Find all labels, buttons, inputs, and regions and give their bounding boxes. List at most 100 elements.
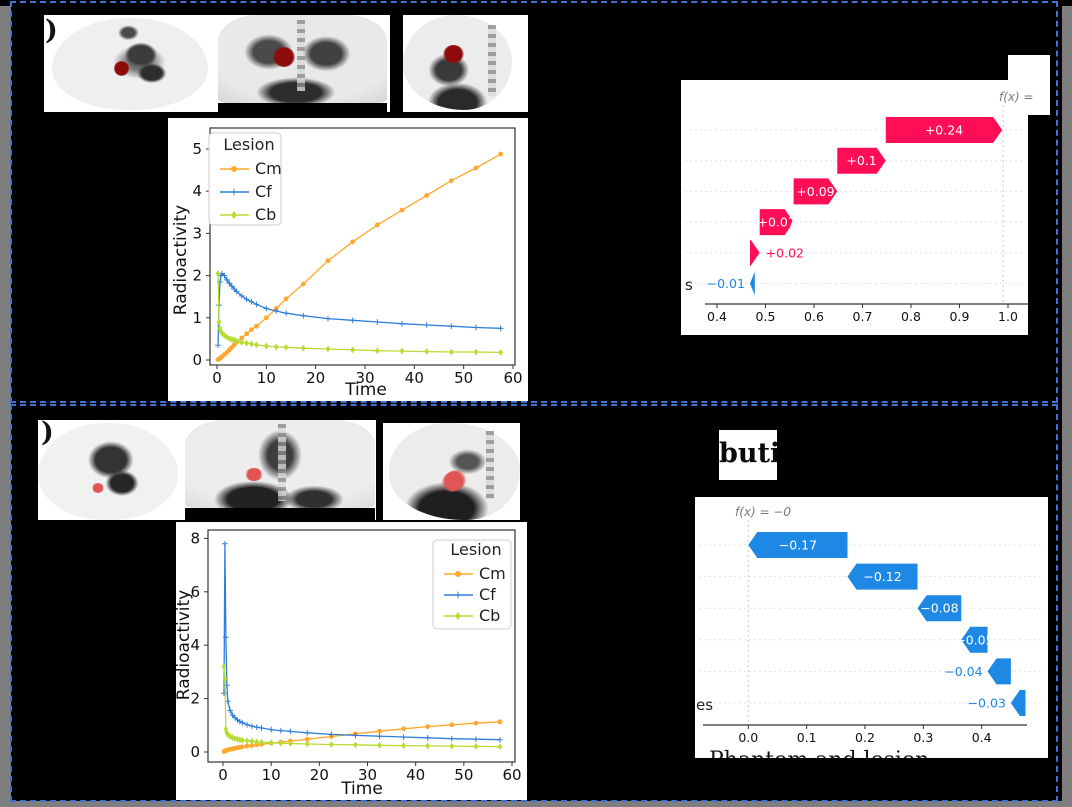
x-tick-label: 1.0: [998, 309, 1018, 324]
y-tick-label: 0: [190, 743, 200, 761]
shap-chart-a-container: +0.24 +0.1 +0.09 +0.07 +0.02 −0.01 0.4 0.5 0.6 0.…: [681, 80, 1034, 335]
heading-fragment-text: buting: [719, 438, 777, 469]
x-tick-label: 0.4: [707, 309, 727, 324]
x-tick-label: 0.5: [756, 309, 776, 324]
y-tick-label: 4: [190, 636, 200, 654]
pet-axial-b-image: [38, 423, 178, 520]
y-tick-label: 4: [192, 182, 202, 200]
shap-bar-value: +0.02: [766, 245, 804, 260]
image-black-bar-a: [218, 103, 387, 112]
series-markers-Cm: [221, 719, 503, 754]
x-tick-label: 0: [212, 369, 222, 387]
x-tick-label: 50: [454, 369, 473, 387]
window-frame-right: [1062, 6, 1072, 807]
x-tick-label: 60: [502, 766, 521, 784]
x-tick-label: 20: [310, 766, 329, 784]
pet-sagittal-b-image: [389, 423, 520, 520]
legend: Lesion Cm Cf Cb: [208, 132, 282, 226]
shap-bar: [917, 595, 962, 622]
shap-bar-value: −0.01: [707, 276, 745, 291]
shap-bar: [837, 147, 886, 174]
axes-frame: [207, 529, 516, 763]
shap-waterfall-a: +0.24 +0.1 +0.09 +0.07 +0.02 −0.01 0.4 0.5 0.6 0.…: [685, 90, 1034, 324]
pet-sagittal-a-image: [403, 15, 512, 110]
axes-frame: [209, 127, 516, 366]
caption-fragment-clip: Phantom and lesion: [709, 748, 1039, 758]
pet-axial-a-image: [52, 18, 208, 110]
shap-bar: [961, 626, 988, 653]
spine-column: [278, 423, 287, 501]
legend-title: Lesion: [450, 540, 501, 559]
feature-label-fragment: s: [685, 276, 693, 294]
lesion-marker-axial-a: [114, 61, 129, 76]
y-tick-label: 3: [192, 224, 202, 242]
x-tick-label: 0: [218, 766, 228, 784]
waterfall-plot-b: −0.17 −0.12 −0.08 −0.05 −0.04 −0.03 0.0 0.1 0.2 0…: [696, 505, 1042, 745]
spine-column: [297, 20, 306, 91]
pet-coronal-b-image: [185, 420, 375, 508]
legend-item-label: Cb: [255, 205, 276, 224]
pet-image-strip-b: ): [38, 417, 376, 520]
x-tick-label: 0.4: [972, 730, 992, 745]
x-tick-label: 0.7: [853, 309, 873, 324]
shap-waterfall-b: −0.17 −0.12 −0.08 −0.05 −0.04 −0.03 0.0 0.1 0.2 0…: [696, 505, 1042, 745]
legend-title: Lesion: [223, 135, 274, 154]
y-tick-label: 0: [192, 351, 202, 369]
panel-b-label: ): [41, 417, 54, 448]
heading-fragment-box: buting: [719, 430, 777, 480]
y-tick-label: 5: [192, 140, 202, 158]
pet-image-strip-a: ): [44, 15, 390, 112]
x-tick-label: 0.1: [797, 730, 817, 745]
x-tick-label: 0.8: [901, 309, 921, 324]
shap-bar: [847, 563, 918, 590]
y-tick-label: 1: [192, 309, 202, 327]
series-markers-Cb: [215, 270, 504, 356]
x-tick-label: 0.6: [804, 309, 824, 324]
shap-bar: [885, 117, 1003, 143]
spine-column: [485, 430, 494, 499]
legend: Lesion Cm Cf Cb: [432, 539, 512, 630]
shap-bar-value: −0.12: [863, 569, 901, 584]
tac-chart-a: 0 10 20 30 40 50 60 0 1 2 3 4 5 Time Radioactivity Lesi…: [171, 127, 523, 400]
shap-bar-value: +0.24: [925, 123, 963, 138]
shap-bar: [748, 532, 848, 558]
x-tick-label: 30: [358, 766, 377, 784]
y-tick-label: 8: [190, 529, 200, 547]
shap-bar-value: −0.05: [955, 632, 993, 647]
x-tick-label: 50: [454, 766, 473, 784]
shap-bar-value: −0.17: [779, 538, 817, 553]
shap-bar-value: +0.07: [757, 215, 795, 230]
shap-bar-value: +0.09: [796, 184, 834, 199]
y-axis-label: Radioactivity: [176, 590, 194, 700]
panel-a-label: ): [45, 15, 58, 46]
pet-image-strip-b-sagittal: [383, 423, 520, 520]
waterfall-plot-a: +0.24 +0.1 +0.09 +0.07 +0.02 −0.01 0.4 0.5 0.6 0.…: [685, 90, 1034, 324]
tac-chart-b-container: 0 10 20 30 40 50 60 0 2 4 6 8 Time Radioactivity Lesio…: [174, 522, 527, 800]
y-tick-label: 6: [190, 583, 200, 601]
x-tick-label: 0.9: [950, 309, 970, 324]
fx-label: f(x) = −0: [735, 505, 791, 519]
y-tick-label: 2: [190, 690, 200, 708]
shap-bar-value: −0.03: [968, 696, 1006, 711]
shap-bar: [1010, 690, 1026, 716]
x-tick-label: 60: [503, 369, 522, 387]
lesion-marker-coronal-a: [273, 47, 295, 67]
panel-a-selection-border[interactable]: [10, 1, 1058, 403]
x-tick-label: 40: [405, 369, 424, 387]
tac-plot-a: 0 10 20 30 40 50 60 0 1 2 3 4 5 Time Radioactivity: [171, 127, 523, 400]
series-markers-Cb: [221, 663, 503, 751]
legend-item-label: Cm: [479, 564, 506, 583]
shap-bar: [793, 178, 838, 205]
shap-bar: [749, 239, 760, 266]
tac-chart-a-container: 0 10 20 30 40 50 60 0 1 2 3 4 5 Time Radioactivity Lesi…: [168, 118, 528, 401]
lesion-marker-axial-b: [92, 483, 104, 493]
panel-b-selection-border[interactable]: [10, 404, 1058, 802]
x-axis-label: Time: [340, 779, 383, 799]
tac-chart-b: 0 10 20 30 40 50 60 0 2 4 6 8 Time Radioactivity Lesio…: [174, 529, 522, 799]
x-tick-label: 0.0: [738, 730, 758, 745]
x-tick-label: 0.2: [855, 730, 875, 745]
window-frame-bottom: [0, 801, 1072, 807]
y-tick-label: 2: [192, 267, 202, 285]
lesion-marker-sagittal-a: [443, 45, 464, 63]
